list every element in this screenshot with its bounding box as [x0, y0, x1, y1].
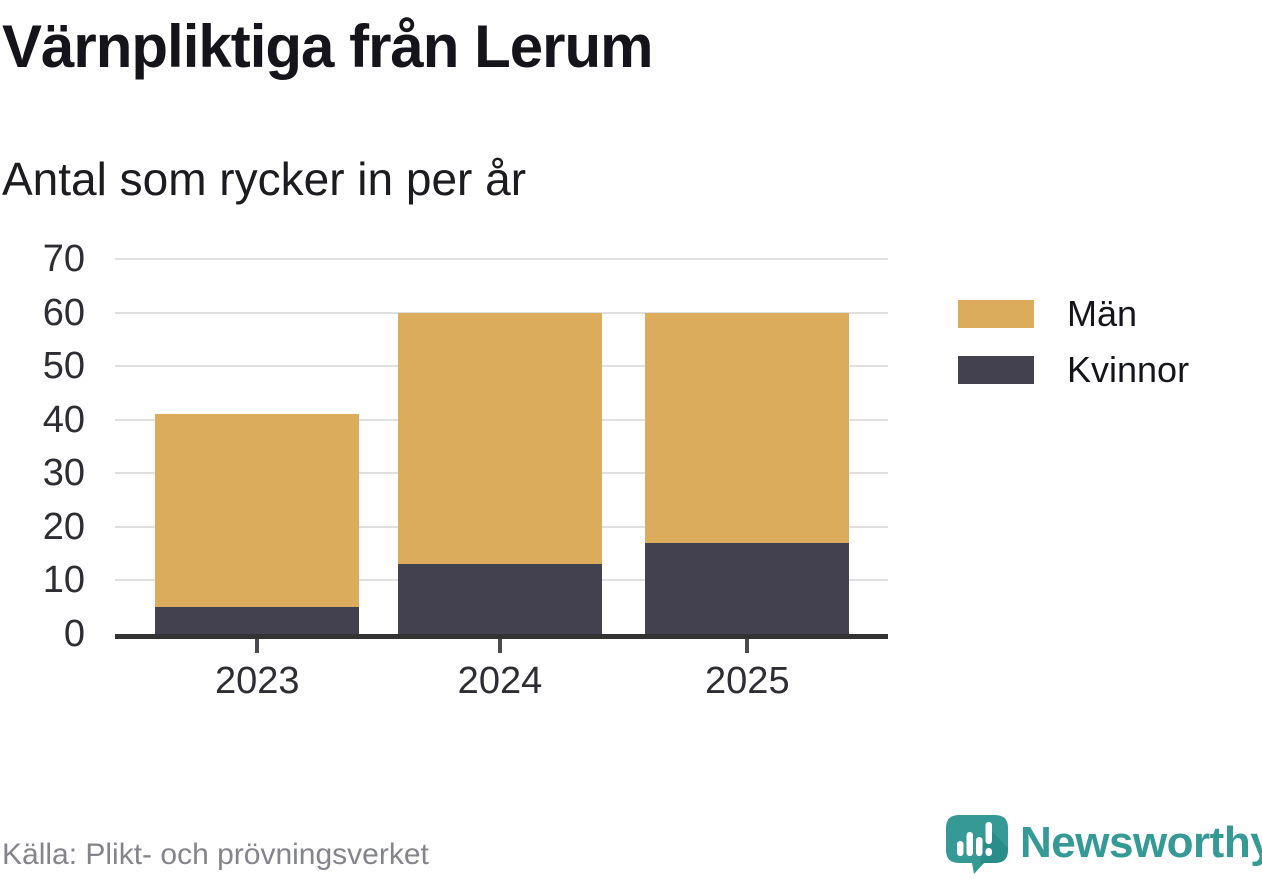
legend-label: Män: [1067, 293, 1138, 334]
y-axis-label: 60: [42, 291, 85, 334]
x-axis-label: 2023: [214, 660, 300, 702]
plot-area: [115, 258, 888, 653]
x-axis-tick: [745, 639, 750, 653]
y-axis-label: 20: [42, 505, 85, 548]
legend-label: Kvinnor: [1067, 349, 1190, 390]
legend-item-män: Män: [958, 296, 1137, 332]
y-axis-label: 50: [42, 345, 85, 388]
legend-swatch: [958, 300, 1034, 328]
newsworthy-logo: Newsworthy: [946, 815, 1262, 877]
x-axis-tick: [255, 639, 260, 653]
bar-segment-2023-kvinnor: [155, 607, 360, 634]
source-caption: Källa: Plikt- och prövningsverket: [2, 838, 429, 871]
y-axis-label: 70: [42, 238, 85, 280]
legend-swatch: [958, 356, 1034, 384]
legend-item-kvinnor: Kvinnor: [958, 352, 1189, 388]
x-axis-label: 2025: [705, 660, 790, 702]
y-axis-label: 10: [42, 559, 85, 602]
bar-segment-2024-kvinnor: [397, 564, 602, 634]
newsworthy-wordmark: Newsworthy: [1020, 818, 1262, 867]
bar-segment-2025-kvinnor: [645, 542, 850, 634]
bar-segment-2023-män: [155, 414, 360, 608]
y-axis-label: 40: [42, 398, 85, 441]
y-axis-label: 30: [42, 452, 85, 495]
bar-segment-2025-män: [645, 312, 850, 543]
bar-segment-2024-män: [397, 312, 602, 565]
x-axis-label: 2024: [457, 660, 543, 702]
chart-subtitle: Antal som rycker in per år: [2, 153, 527, 205]
chart-title: Värnpliktiga från Lerum: [2, 13, 653, 80]
newsworthy-icon: [946, 815, 1008, 874]
x-axis-tick: [497, 639, 502, 653]
gridline-70: [115, 258, 888, 260]
y-axis-label: 0: [63, 613, 85, 655]
gridline-60: [115, 311, 888, 314]
